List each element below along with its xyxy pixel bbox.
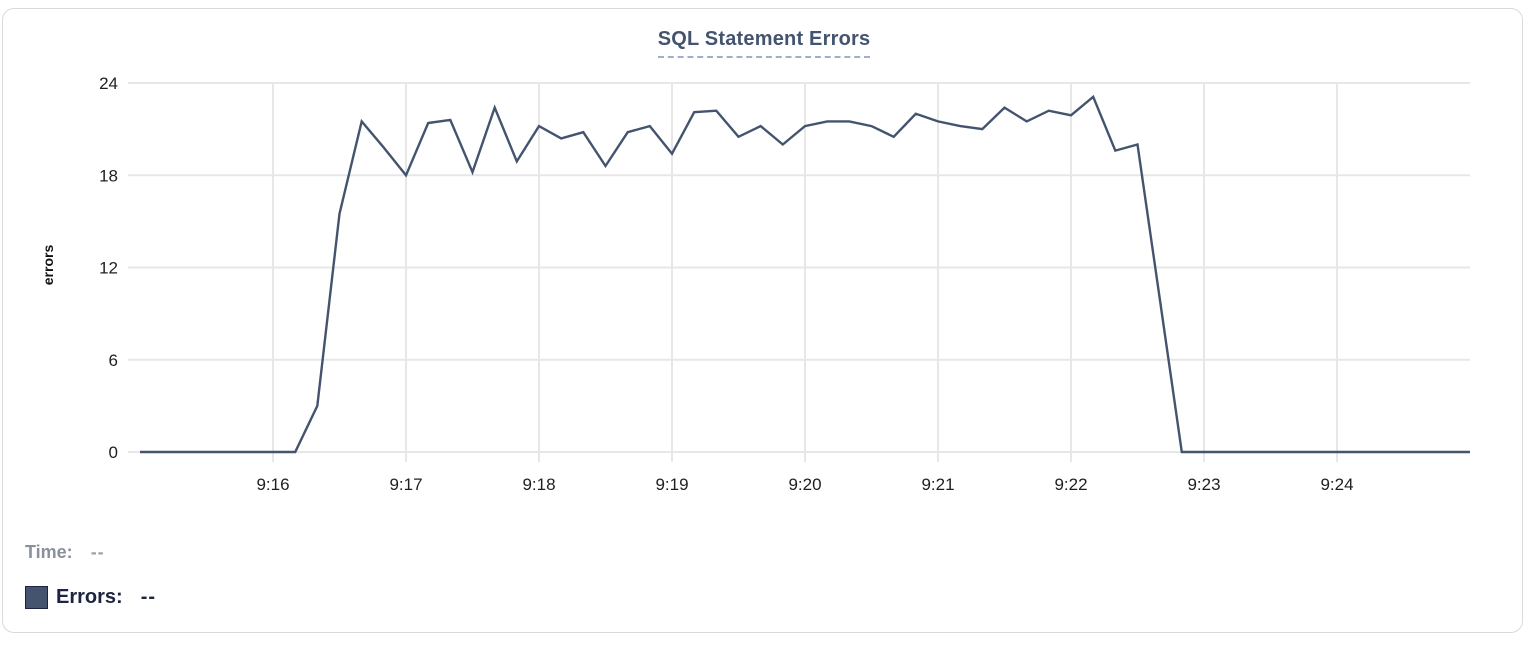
time-readout-value: --	[90, 542, 105, 562]
y-tick-label: 24	[99, 74, 118, 93]
y-tick-label: 0	[109, 443, 118, 462]
hover-readout-time: Time: --	[25, 542, 105, 563]
x-tick-label: 9:16	[256, 475, 289, 494]
chart-header: SQL Statement Errors	[0, 28, 1528, 58]
chart-title-link[interactable]: SQL Statement Errors	[657, 28, 871, 58]
x-tick-label: 9:21	[921, 475, 954, 494]
x-tick-label: 9:20	[788, 475, 821, 494]
time-readout-label: Time:	[25, 542, 73, 562]
errors-legend-swatch	[25, 586, 48, 609]
hover-readout-errors: Errors: --	[25, 586, 156, 609]
y-tick-label: 6	[109, 351, 118, 370]
errors-line-series[interactable]	[140, 94, 1470, 454]
x-tick-label: 9:17	[389, 475, 422, 494]
x-tick-label: 9:18	[522, 475, 555, 494]
errors-readout-label: Errors:	[56, 586, 123, 608]
y-tick-label: 18	[99, 166, 118, 185]
y-axis-title: errors	[40, 244, 56, 286]
chart-card	[2, 8, 1523, 633]
x-tick-label: 9:22	[1054, 475, 1087, 494]
errors-readout-value: --	[140, 586, 157, 608]
y-tick-label: 12	[99, 259, 118, 278]
x-tick-label: 9:23	[1187, 475, 1220, 494]
x-tick-label: 9:19	[655, 475, 688, 494]
x-tick-label: 9:24	[1320, 475, 1353, 494]
